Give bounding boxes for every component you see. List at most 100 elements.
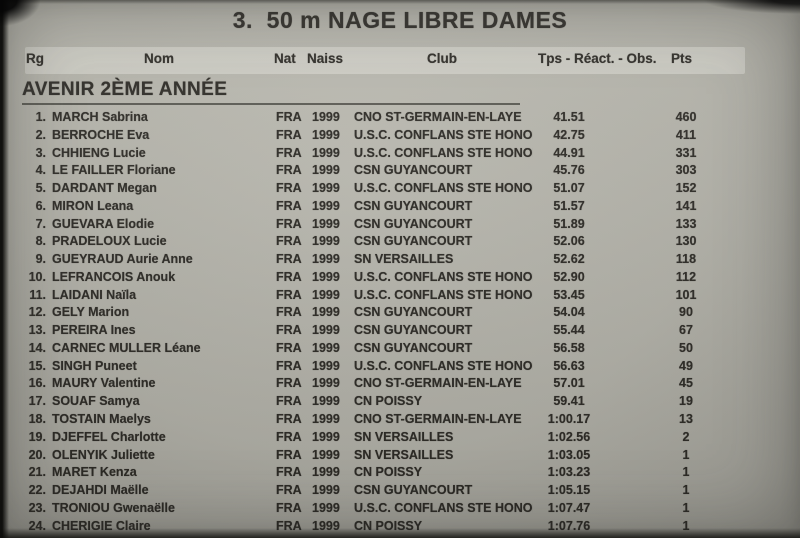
nationality-cell: FRA — [276, 340, 302, 355]
club-cell: CSN GUYANCOURT — [354, 483, 473, 498]
nationality-cell: FRA — [276, 234, 302, 249]
club-cell: U.S.C. CONFLANS STE HONORINE — [354, 287, 533, 302]
time-cell: 57.01 — [553, 376, 585, 391]
birth-year-cell: 1999 — [312, 358, 340, 373]
time-cell: 52.62 — [553, 252, 585, 267]
points-cell: 2 — [682, 429, 690, 444]
swimmer-name-cell: MIRON Leana — [52, 198, 134, 213]
points-cell: 90 — [679, 305, 693, 320]
time-cell: 1:00.17 — [547, 412, 591, 427]
time-cell: 51.57 — [553, 198, 585, 213]
time-cell: 53.45 — [553, 287, 585, 302]
birth-year-cell: 1999 — [312, 252, 340, 267]
time-cell: 56.63 — [553, 358, 585, 373]
time-cell: 59.41 — [553, 394, 585, 409]
nationality-cell: FRA — [276, 447, 302, 462]
time-cell: 52.06 — [553, 234, 585, 249]
birth-year-cell: 1999 — [312, 269, 340, 284]
rank-cell: 4. — [35, 163, 46, 178]
swimmer-name-cell: CHHIENG Lucie — [52, 145, 146, 160]
points-cell: 112 — [675, 269, 697, 284]
club-cell: U.S.C. CONFLANS STE HONORINE — [354, 358, 533, 373]
nationality-cell: FRA — [276, 483, 302, 498]
club-cell: CSN GUYANCOURT — [354, 340, 473, 355]
rank-cell: 3. — [35, 145, 46, 160]
birth-year-cell: 1999 — [312, 465, 340, 480]
photo-edge-top — [0, 0, 800, 4]
nationality-cell: FRA — [276, 429, 302, 444]
rank-cell: 15. — [28, 358, 46, 373]
time-cell: 54.04 — [553, 305, 585, 320]
table-row: 19. DJEFFEL Charlotte FRA 1999 SN VERSAI… — [0, 430, 800, 448]
birth-year-cell: 1999 — [312, 412, 340, 427]
birth-year-cell: 1999 — [312, 287, 340, 302]
birth-year-cell: 1999 — [312, 483, 340, 498]
nationality-cell: FRA — [276, 110, 302, 124]
nationality-cell: FRA — [276, 181, 302, 196]
nationality-cell: FRA — [276, 269, 302, 284]
club-cell: CNO ST-GERMAIN-EN-LAYE — [354, 376, 522, 391]
photo-edge-left — [0, 0, 9, 538]
club-cell: U.S.C. CONFLANS STE HONORINE — [354, 145, 533, 160]
points-cell: 101 — [675, 287, 697, 302]
swimmer-name-cell: MARCH Sabrina — [52, 110, 148, 124]
club-cell: CSN GUYANCOURT — [354, 216, 473, 231]
time-cell: 1:03.23 — [547, 465, 591, 480]
table-row: 9. GUEYRAUD Aurie Anne FRA 1999 SN VERSA… — [0, 252, 800, 270]
points-cell: 133 — [675, 216, 697, 231]
swimmer-name-cell: DJEFFEL Charlotte — [52, 429, 166, 444]
rank-cell: 6. — [35, 198, 46, 213]
swimmer-name-cell: GUEVARA Elodie — [52, 216, 155, 231]
swimmer-name-cell: GUEYRAUD Aurie Anne — [52, 252, 193, 267]
club-cell: CSN GUYANCOURT — [354, 323, 473, 338]
club-cell: U.S.C. CONFLANS STE HONORINE — [354, 181, 533, 196]
rank-cell: 8. — [35, 234, 46, 249]
birth-year-cell: 1999 — [312, 145, 340, 160]
club-cell: CSN GUYANCOURT — [354, 163, 473, 178]
nationality-cell: FRA — [276, 252, 302, 267]
table-row: 3. CHHIENG Lucie FRA 1999 U.S.C. CONFLAN… — [0, 146, 800, 164]
table-row: 12. GELY Marion FRA 1999 CSN GUYANCOURT … — [0, 305, 800, 323]
table-row: 8. PRADELOUX Lucie FRA 1999 CSN GUYANCOU… — [0, 234, 800, 252]
rank-cell: 5. — [35, 181, 46, 196]
time-cell: 56.58 — [553, 340, 585, 355]
birth-year-cell: 1999 — [312, 429, 340, 444]
birth-year-cell: 1999 — [312, 394, 340, 409]
rank-cell: 17. — [28, 394, 46, 409]
swimmer-name-cell: BERROCHE Eva — [52, 127, 150, 142]
rank-cell: 23. — [28, 500, 46, 515]
points-cell: 49 — [679, 358, 693, 373]
swimmer-name-cell: SOUAF Samya — [52, 394, 140, 409]
points-cell: 411 — [675, 127, 697, 142]
rank-cell: 21. — [28, 465, 46, 480]
points-cell: 1 — [682, 518, 690, 533]
table-row: 6. MIRON Leana FRA 1999 CSN GUYANCOURT 5… — [0, 199, 800, 217]
table-row: 14. CARNEC MULLER Léane FRA 1999 CSN GUY… — [0, 341, 800, 359]
points-cell: 13 — [679, 412, 693, 427]
points-cell: 118 — [675, 252, 697, 267]
column-header-time: Tps - Réact. - Obs. — [538, 51, 657, 66]
time-cell: 1:02.56 — [547, 429, 591, 444]
points-cell: 67 — [679, 323, 693, 338]
time-cell: 44.91 — [553, 145, 585, 160]
table-row: 20. OLENYIK Juliette FRA 1999 SN VERSAIL… — [0, 448, 800, 466]
birth-year-cell: 1999 — [312, 234, 340, 249]
nationality-cell: FRA — [276, 465, 302, 480]
photo-corner-top-right — [690, 0, 800, 16]
points-cell: 152 — [675, 181, 697, 196]
swimmer-name-cell: MAURY Valentine — [52, 376, 156, 391]
swimmer-name-cell: TOSTAIN Maelys — [52, 412, 151, 427]
swimmer-name-cell: LEFRANCOIS Anouk — [52, 269, 176, 284]
club-cell: CNO ST-GERMAIN-EN-LAYE — [354, 110, 522, 124]
swimmer-name-cell: TRONIOU Gwenaëlle — [52, 500, 175, 515]
category-underline — [22, 103, 520, 105]
nationality-cell: FRA — [276, 394, 302, 409]
points-cell: 45 — [679, 376, 693, 391]
time-cell: 41.51 — [553, 110, 585, 124]
birth-year-cell: 1999 — [312, 340, 340, 355]
nationality-cell: FRA — [276, 145, 302, 160]
rank-cell: 18. — [28, 412, 46, 427]
club-cell: CSN GUYANCOURT — [354, 305, 473, 320]
club-cell: U.S.C. CONFLANS STE HONORINE — [354, 269, 533, 284]
table-row: 17. SOUAF Samya FRA 1999 CN POISSY 59.41… — [0, 394, 800, 412]
